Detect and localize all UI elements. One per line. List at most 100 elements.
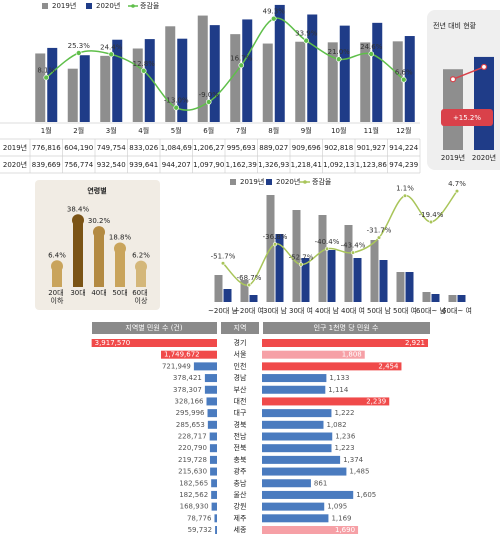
bar [209, 25, 220, 122]
region-label: 부산 [234, 385, 247, 394]
value-label: 78,776 [187, 514, 212, 522]
stem [52, 266, 62, 287]
stem [94, 232, 104, 287]
table-cell: 839,669 [32, 161, 61, 169]
bar [144, 39, 155, 122]
bar [211, 502, 217, 511]
table-cell: 901,927 [357, 144, 386, 152]
value-label: 1,222 [334, 409, 354, 417]
value-label: 215,630 [178, 468, 207, 476]
table-row-label: 2020년 [3, 160, 27, 169]
rate-label: -40.4% [315, 238, 340, 246]
rate-dot [376, 235, 382, 240]
x-tick-label: 20대 이하 [48, 289, 66, 305]
table-cell: 902,818 [324, 144, 353, 152]
x-tick-label: 40대 남 [315, 306, 340, 315]
value-label: 219,728 [178, 456, 207, 464]
bar [262, 455, 341, 464]
header-text: 지역 [234, 323, 247, 332]
rate-label: -19.4% [419, 211, 444, 219]
rate-dot [246, 282, 252, 288]
x-tick-label: 30대 남 [263, 306, 288, 315]
bar [79, 55, 90, 122]
bar [206, 397, 217, 406]
x-tick-label: 40대 [91, 289, 106, 297]
value-label: 1,605 [356, 491, 376, 499]
x-tick-label: 1월 [41, 126, 52, 135]
header-cell [92, 322, 217, 334]
region-label: 대전 [234, 396, 247, 405]
bulb [51, 260, 63, 273]
rate-dot [270, 15, 277, 22]
bar [457, 295, 466, 302]
table-cell: 1,097,90 [193, 161, 224, 169]
legend-swatch [42, 3, 48, 9]
header-text: 인구 1천명 당 민원 수 [314, 323, 379, 332]
rate-label: 1.1% [396, 185, 414, 193]
bar [242, 19, 253, 123]
rate-label: 33.9% [295, 30, 318, 38]
bar [404, 36, 415, 122]
value-label: 6.4% [48, 251, 66, 259]
value-label: 285,653 [176, 421, 205, 429]
value-label: 378,307 [173, 386, 202, 394]
x-tick-label: 10월 [331, 126, 346, 135]
rate-dot [400, 76, 407, 83]
bar [132, 48, 143, 122]
rate-label: -43.4% [341, 242, 366, 250]
x-tick-label: 4월 [138, 126, 149, 135]
x-tick-label: 60대~ 남 [416, 306, 446, 315]
bar [372, 22, 383, 122]
connector [452, 66, 485, 80]
header-text: 지역별 민원 수 (건) [125, 323, 182, 332]
bar [422, 292, 431, 302]
bar [301, 258, 310, 302]
bar [370, 240, 379, 302]
rate-dot [238, 62, 245, 69]
table-cell: 995,693 [227, 144, 256, 152]
bulb [135, 260, 147, 273]
bar [215, 526, 217, 534]
bar [396, 272, 405, 302]
bar [165, 26, 176, 122]
bar [262, 444, 332, 453]
bar [262, 502, 325, 511]
x-tick-label: 12월 [396, 126, 411, 135]
x-tick-label: 30대 [70, 289, 85, 297]
bar [211, 490, 217, 499]
bar [204, 385, 217, 394]
rate-dot [428, 219, 434, 225]
bar [207, 420, 217, 429]
bar [177, 38, 188, 122]
header-cell [263, 322, 430, 334]
x-tick-label: 50대 남 [367, 306, 392, 315]
x-tick-label: 40대 여 [341, 306, 365, 315]
x-tick-label: 8월 [268, 126, 279, 135]
value-label: 168,930 [180, 503, 209, 511]
value-label: 1,236 [335, 433, 356, 441]
value-label: 1,133 [329, 374, 349, 382]
rate-label: 24.4% [100, 43, 123, 51]
bar [262, 43, 273, 122]
bar [262, 490, 354, 499]
x-tick-label: 30대 여 [289, 306, 313, 315]
bar [262, 420, 324, 429]
value-label: 59,732 [188, 526, 213, 534]
rate-dot [454, 189, 460, 194]
table-cell: 1,123,86 [356, 161, 388, 169]
bar [204, 374, 217, 383]
bar [91, 339, 217, 347]
region-label: 인천 [234, 361, 247, 370]
rate-label: 16.7% [230, 54, 253, 62]
value-label: 30.2% [88, 217, 111, 225]
badge-text: +15.2% [453, 114, 481, 122]
bar [295, 41, 306, 122]
rate-label: 8.1% [37, 67, 55, 75]
bar [262, 350, 365, 359]
x-tick-label: 60대~ 여 [442, 306, 472, 315]
rate-line [45, 17, 405, 111]
table-cell: 833,026 [129, 144, 158, 152]
x-tick-label: 7월 [236, 126, 247, 135]
table-cell: 756,774 [64, 161, 93, 169]
